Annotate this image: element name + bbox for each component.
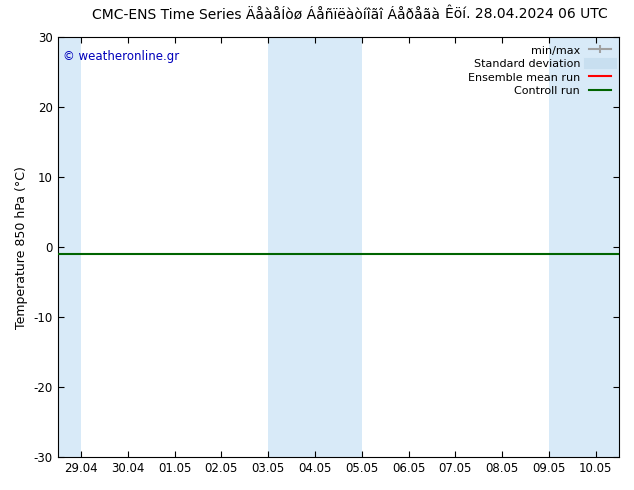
Text: Êöí. 28.04.2024 06 UTC: Êöí. 28.04.2024 06 UTC [445, 7, 607, 22]
Text: © weatheronline.gr: © weatheronline.gr [63, 50, 179, 63]
Bar [268, 37, 362, 457]
Bar [549, 37, 619, 457]
Y-axis label: Temperature 850 hPa (°C): Temperature 850 hPa (°C) [15, 166, 28, 329]
Legend: min/max, Standard deviation, Ensemble mean run, Controll run: min/max, Standard deviation, Ensemble me… [465, 43, 614, 98]
Text: CMC-ENS Time Series ÄåàåÍòø Áåñïëàòíîãî Áåðåãà: CMC-ENS Time Series ÄåàåÍòø Áåñïëàòíîãî … [93, 7, 440, 22]
Bar [58, 37, 81, 457]
